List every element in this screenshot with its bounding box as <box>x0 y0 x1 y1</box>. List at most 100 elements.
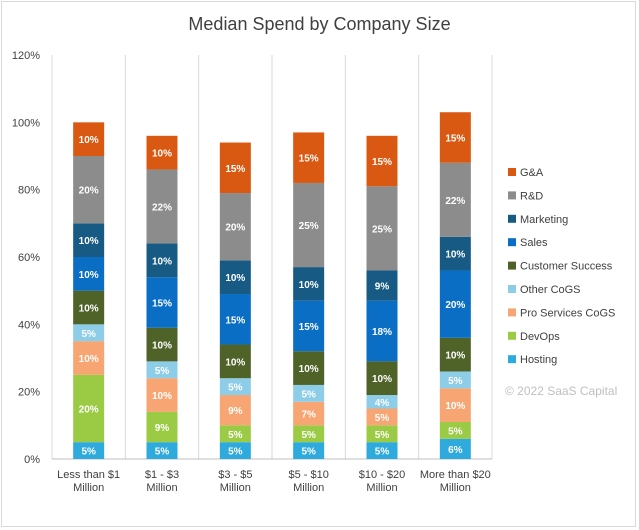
data-label: 15% <box>299 154 319 165</box>
legend-swatch <box>508 261 516 270</box>
y-tick-label: 100% <box>12 117 40 129</box>
bar-segment <box>439 388 471 422</box>
chart-title: Median Spend by Company Size <box>188 14 451 34</box>
data-label: 15% <box>299 322 319 333</box>
bar-segment <box>219 260 251 295</box>
bar-segment <box>146 378 178 412</box>
legend-swatch <box>508 285 516 293</box>
data-label: 5% <box>155 366 170 377</box>
y-tick-label: 40% <box>18 319 40 331</box>
legend-label: Pro Services CoGS <box>520 307 615 319</box>
data-label: 25% <box>372 224 392 235</box>
data-label: 10% <box>152 391 172 402</box>
bar-segment <box>146 243 178 278</box>
data-label: 5% <box>375 430 390 441</box>
legend-swatch <box>508 308 516 317</box>
data-label: 15% <box>225 315 245 326</box>
bar-segment <box>439 112 471 163</box>
bar-segment <box>146 442 178 459</box>
bar-segment <box>439 162 471 237</box>
data-label: 5% <box>155 447 170 458</box>
bar-segment <box>73 374 105 443</box>
x-tick-label: Less than $1 <box>57 469 120 481</box>
bar-segment <box>219 193 251 261</box>
data-label: 10% <box>225 357 245 368</box>
data-label: 20% <box>225 223 245 234</box>
data-label: 5% <box>81 447 96 458</box>
x-tick-label: Million <box>73 482 104 494</box>
bar-segment <box>293 442 325 459</box>
legend-swatch <box>508 238 516 247</box>
bar-segment <box>73 223 105 257</box>
bar-segment <box>73 442 105 459</box>
bar-segment <box>439 371 471 389</box>
y-tick-label: 120% <box>12 50 40 62</box>
data-label: 5% <box>228 447 243 458</box>
bar-segment <box>293 425 325 443</box>
data-label: 7% <box>301 410 316 421</box>
bar-segment <box>439 337 471 372</box>
legend-label: Customer Success <box>520 261 613 273</box>
bar-segment <box>439 270 471 338</box>
bar-segment <box>219 142 251 194</box>
data-label: 10% <box>79 354 99 365</box>
data-label: 25% <box>299 221 319 232</box>
x-tick-label: Million <box>293 482 324 494</box>
data-label: 15% <box>225 164 245 175</box>
bar-segment <box>219 294 251 345</box>
legend-label: Marketing <box>520 214 568 226</box>
x-tick-label: Million <box>440 482 471 494</box>
bar-segment <box>366 395 398 409</box>
y-tick-label: 80% <box>18 185 40 197</box>
data-label: 5% <box>375 413 390 424</box>
data-label: 10% <box>372 374 392 385</box>
bar-segment <box>146 411 178 443</box>
data-label: 10% <box>445 401 465 412</box>
data-label: 10% <box>152 149 172 160</box>
data-label: 10% <box>79 236 99 247</box>
data-label: 10% <box>225 273 245 284</box>
bar-segment <box>73 290 105 325</box>
legend-swatch <box>508 214 516 223</box>
data-label: 10% <box>152 256 172 267</box>
data-label: 10% <box>445 250 465 261</box>
bar-segment <box>219 344 251 379</box>
data-label: 5% <box>228 430 243 441</box>
data-label: 5% <box>301 447 316 458</box>
bar-segment <box>293 384 325 402</box>
bar-segment <box>146 169 178 244</box>
data-label: 10% <box>152 341 172 352</box>
data-label: 5% <box>375 447 390 458</box>
bar-segment <box>219 442 251 459</box>
y-tick-label: 20% <box>18 387 40 399</box>
x-tick-label: $1 - $3 <box>145 469 179 481</box>
data-label: 5% <box>448 426 463 437</box>
data-label: 9% <box>375 282 390 293</box>
bar-segment <box>73 324 105 342</box>
data-label: 20% <box>445 300 465 311</box>
bar-segment <box>73 341 105 375</box>
data-label: 10% <box>79 304 99 315</box>
data-label: 20% <box>79 405 99 416</box>
x-tick-label: Million <box>146 482 177 494</box>
data-label: 10% <box>79 135 99 146</box>
legend-label: R&D <box>520 190 543 202</box>
data-label: 10% <box>445 351 465 362</box>
data-label: 22% <box>152 203 172 214</box>
legend-label: G&A <box>520 167 544 179</box>
data-label: 10% <box>299 364 319 375</box>
legend-swatch <box>508 355 516 364</box>
data-label: 5% <box>301 389 316 400</box>
bar-segment <box>366 361 398 396</box>
data-label: 9% <box>228 406 243 417</box>
data-label: 5% <box>448 376 463 387</box>
data-label: 5% <box>228 383 243 394</box>
bar-segment <box>146 277 178 328</box>
bar-segment <box>366 186 398 271</box>
bar-segment <box>146 361 178 379</box>
bar-segment <box>366 270 398 301</box>
data-label: 10% <box>79 270 99 281</box>
data-label: 20% <box>79 186 99 197</box>
bar-segment <box>219 425 251 443</box>
